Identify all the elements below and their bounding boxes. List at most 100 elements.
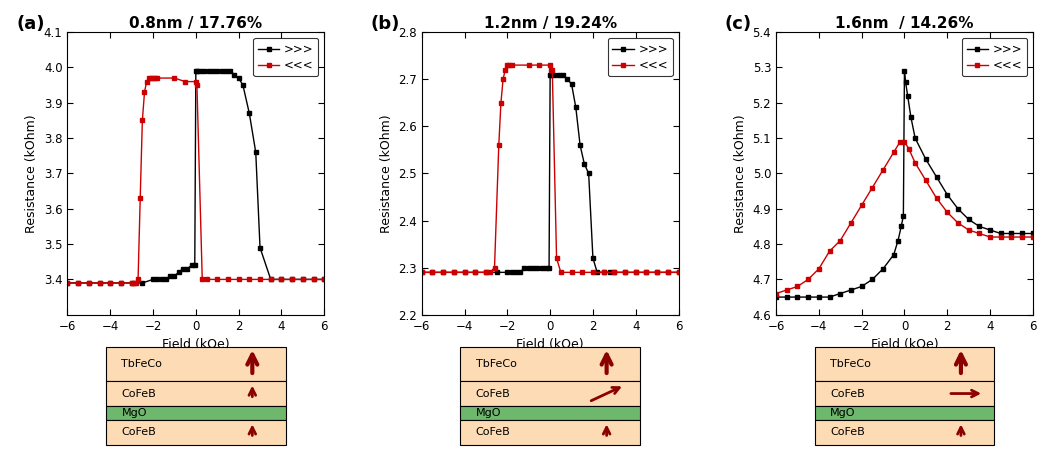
<<< (134, 196, 146, 201)
>>> (531, 265, 544, 270)
<<< (834, 238, 846, 243)
<<< (93, 280, 106, 285)
>>> (237, 82, 249, 88)
>>> (176, 266, 189, 272)
>>> (72, 280, 84, 285)
>>> (661, 269, 674, 275)
Title: 1.6nm  / 14.26%: 1.6nm / 14.26% (836, 16, 974, 31)
>>> (540, 265, 552, 270)
>>> (522, 265, 535, 270)
>>> (168, 273, 181, 279)
<<< (770, 291, 783, 297)
>>> (640, 269, 653, 275)
>>> (791, 294, 803, 300)
>>> (582, 171, 595, 176)
<<< (576, 269, 589, 275)
>>> (629, 269, 641, 275)
>>> (285, 277, 298, 282)
<<< (640, 269, 653, 275)
>>> (823, 294, 836, 300)
>>> (83, 280, 95, 285)
<<< (275, 277, 288, 282)
>>> (191, 68, 203, 74)
<<< (586, 269, 599, 275)
<<< (459, 269, 471, 275)
Bar (106, 381, 285, 406)
Legend: >>>, <<<: >>>, <<< (962, 38, 1027, 77)
Bar (815, 420, 994, 445)
>>> (510, 269, 522, 275)
<<< (506, 62, 518, 68)
>>> (459, 269, 471, 275)
>>> (265, 277, 277, 282)
X-axis label: Field (kOe): Field (kOe) (516, 338, 584, 351)
Text: CoFeB: CoFeB (121, 427, 156, 437)
>>> (909, 135, 922, 141)
>>> (307, 277, 320, 282)
>>> (318, 277, 330, 282)
<<< (522, 62, 535, 68)
>>> (254, 245, 267, 250)
>>> (220, 68, 233, 74)
>>> (194, 68, 207, 74)
<<< (190, 79, 202, 84)
<<< (415, 269, 428, 275)
Text: MgO: MgO (830, 408, 855, 418)
Text: MgO: MgO (475, 408, 501, 418)
Line: >>>: >>> (419, 72, 681, 275)
<<< (994, 234, 1007, 240)
>>> (673, 269, 685, 275)
<<< (285, 277, 298, 282)
>>> (104, 280, 116, 285)
Text: TbFeCo: TbFeCo (475, 359, 517, 369)
>>> (186, 263, 198, 268)
<<< (136, 118, 148, 123)
>>> (181, 266, 193, 272)
>>> (877, 266, 890, 272)
<<< (83, 280, 95, 285)
<<< (550, 256, 563, 261)
>>> (570, 105, 582, 110)
>>> (1005, 231, 1017, 236)
<<< (877, 167, 890, 173)
<<< (115, 280, 128, 285)
<<< (855, 202, 868, 208)
Text: CoFeB: CoFeB (475, 427, 511, 437)
>>> (156, 277, 168, 282)
>>> (552, 72, 565, 77)
Bar (460, 420, 640, 445)
Text: (c): (c) (725, 15, 752, 33)
>>> (781, 294, 793, 300)
>>> (898, 68, 910, 74)
>>> (160, 277, 172, 282)
<<< (61, 280, 74, 285)
>>> (211, 68, 223, 74)
<<< (128, 280, 140, 285)
<<< (142, 75, 155, 81)
<<< (1016, 234, 1029, 240)
<<< (233, 277, 245, 282)
>>> (887, 252, 900, 257)
>>> (249, 150, 262, 155)
>>> (561, 77, 573, 82)
<<< (608, 269, 621, 275)
<<< (802, 277, 815, 282)
>>> (136, 280, 148, 285)
>>> (415, 269, 428, 275)
<<< (144, 75, 157, 81)
<<< (920, 178, 932, 183)
<<< (132, 277, 144, 282)
Y-axis label: Resistance (kOhm): Resistance (kOhm) (380, 114, 392, 233)
<<< (1005, 234, 1017, 240)
<<< (200, 277, 213, 282)
<<< (222, 277, 235, 282)
>>> (243, 111, 255, 116)
>>> (480, 269, 492, 275)
Y-axis label: Resistance (kOhm): Resistance (kOhm) (734, 114, 747, 233)
>>> (834, 291, 846, 297)
>>> (228, 72, 241, 77)
>>> (941, 192, 954, 197)
>>> (427, 269, 439, 275)
Line: >>>: >>> (65, 68, 327, 285)
<<< (427, 269, 439, 275)
